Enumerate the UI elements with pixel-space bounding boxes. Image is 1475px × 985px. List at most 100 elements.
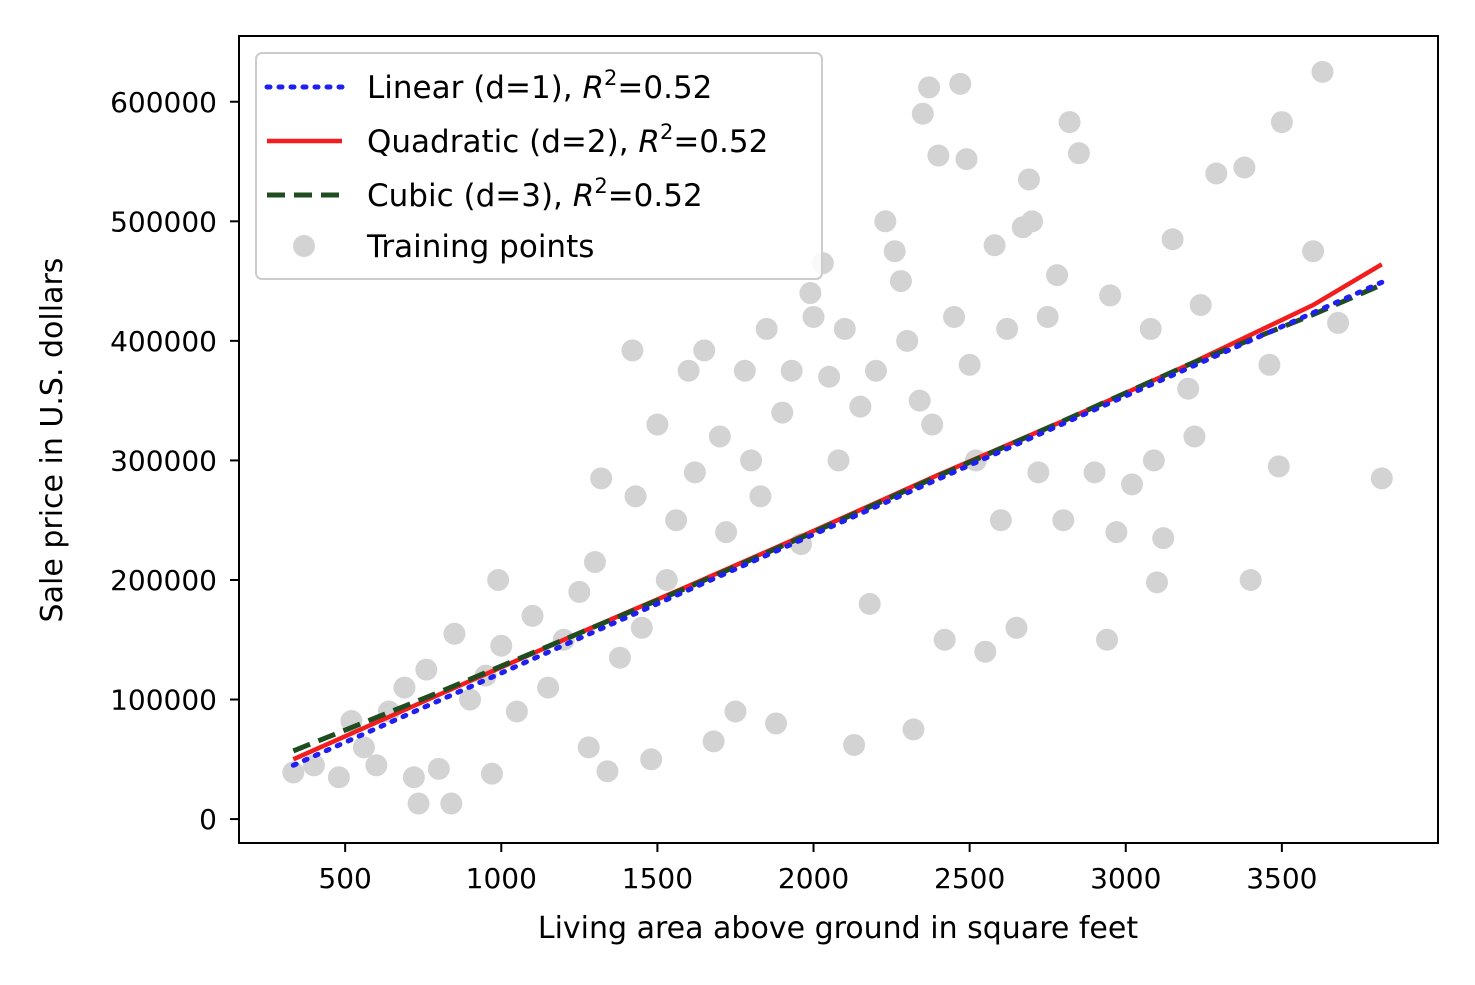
training-point-103 — [1189, 294, 1212, 316]
training-point-69 — [921, 413, 944, 436]
training-point-110 — [1302, 240, 1325, 263]
training-point-0 — [282, 761, 305, 784]
training-point-61 — [874, 210, 897, 233]
training-point-46 — [755, 317, 778, 340]
fit-lines-layer — [290, 262, 1385, 768]
training-point-14 — [459, 688, 482, 711]
training-point-58 — [849, 395, 872, 418]
training-point-42 — [724, 700, 747, 723]
x-tick-label: 3000 — [1090, 862, 1161, 895]
training-point-112 — [1327, 311, 1350, 334]
training-point-10 — [415, 658, 438, 681]
training-point-74 — [955, 148, 978, 171]
x-axis-label: Living area above ground in square feet — [538, 911, 1138, 946]
training-point-86 — [1036, 305, 1059, 328]
training-point-38 — [693, 339, 716, 362]
training-point-32 — [640, 748, 663, 771]
training-point-78 — [983, 234, 1006, 257]
training-point-77 — [974, 640, 997, 663]
training-point-26 — [590, 467, 613, 490]
training-point-7 — [393, 676, 416, 699]
y-tick-label: 100000 — [110, 684, 217, 717]
training-point-12 — [440, 792, 463, 815]
training-point-72 — [943, 305, 966, 328]
training-point-60 — [864, 359, 887, 382]
training-point-111 — [1311, 60, 1334, 83]
training-point-107 — [1258, 353, 1281, 376]
training-point-41 — [715, 521, 738, 544]
training-point-48 — [771, 401, 794, 424]
y-tick-label: 0 — [199, 803, 217, 836]
training-point-87 — [1046, 264, 1069, 287]
training-point-113 — [1370, 467, 1393, 490]
training-point-62 — [883, 240, 906, 263]
training-point-70 — [927, 144, 950, 167]
training-point-92 — [1096, 628, 1119, 651]
training-point-75 — [958, 353, 981, 376]
training-point-99 — [1152, 527, 1175, 550]
training-point-65 — [902, 718, 925, 741]
training-point-91 — [1083, 461, 1106, 484]
training-point-23 — [568, 580, 591, 603]
legend-label: Training points — [366, 229, 594, 265]
legend-box — [255, 52, 823, 280]
training-point-28 — [608, 646, 631, 669]
x-tick-label: 1000 — [466, 862, 537, 895]
training-point-11 — [427, 757, 450, 780]
training-point-21 — [537, 676, 560, 699]
x-tick-label: 2500 — [934, 862, 1005, 895]
x-tick-label: 3500 — [1246, 862, 1317, 895]
training-point-64 — [896, 329, 919, 352]
training-point-81 — [1005, 616, 1028, 639]
training-point-19 — [505, 700, 528, 723]
training-point-13 — [443, 622, 466, 645]
training-point-71 — [933, 628, 956, 651]
training-point-67 — [911, 102, 934, 125]
training-point-79 — [989, 509, 1012, 532]
training-point-9 — [407, 792, 430, 815]
y-tick-label: 200000 — [110, 564, 217, 597]
training-point-39 — [702, 730, 725, 753]
training-point-31 — [630, 616, 653, 639]
training-point-88 — [1052, 509, 1075, 532]
training-point-56 — [833, 317, 856, 340]
training-point-93 — [1099, 284, 1122, 307]
training-point-73 — [949, 72, 972, 95]
training-point-85 — [1027, 461, 1050, 484]
y-tick-label: 300000 — [110, 444, 217, 477]
training-point-80 — [996, 317, 1019, 340]
training-point-104 — [1205, 162, 1228, 185]
training-point-43 — [733, 359, 756, 382]
training-point-17 — [487, 568, 510, 591]
training-point-94 — [1105, 521, 1128, 544]
training-point-33 — [646, 413, 669, 436]
legend-label: Cubic (d=3), R2=0.52 — [367, 174, 703, 214]
training-point-59 — [858, 592, 881, 615]
training-point-83 — [1017, 168, 1040, 191]
plot-frame — [238, 35, 1439, 844]
y-tick-label: 400000 — [110, 325, 217, 358]
training-point-106 — [1239, 568, 1262, 591]
y-tick-label: 500000 — [110, 205, 217, 238]
training-point-40 — [708, 425, 731, 448]
training-point-20 — [521, 604, 544, 627]
x-axis-ticks: 500 1000 1500 2000 2500 3000 3500 — [318, 843, 1318, 895]
training-point-29 — [621, 339, 644, 362]
training-point-108 — [1267, 455, 1290, 478]
legend-label: Quadratic (d=2), R2=0.52 — [367, 120, 768, 160]
training-point-34 — [655, 568, 678, 591]
training-point-4 — [352, 736, 375, 759]
training-point-68 — [918, 76, 941, 99]
training-point-35 — [665, 509, 688, 532]
x-tick-label: 1500 — [622, 862, 693, 895]
training-point-25 — [583, 551, 606, 574]
x-tick-label: 2000 — [778, 862, 849, 895]
training-point-101 — [1177, 377, 1200, 400]
y-tick-label: 600000 — [110, 86, 217, 119]
training-point-57 — [843, 733, 866, 756]
training-point-37 — [683, 461, 706, 484]
training-point-97 — [1142, 449, 1165, 472]
training-point-45 — [749, 485, 772, 508]
y-axis-label: Sale price in U.S. dollars — [35, 258, 70, 623]
training-point-109 — [1270, 111, 1293, 134]
